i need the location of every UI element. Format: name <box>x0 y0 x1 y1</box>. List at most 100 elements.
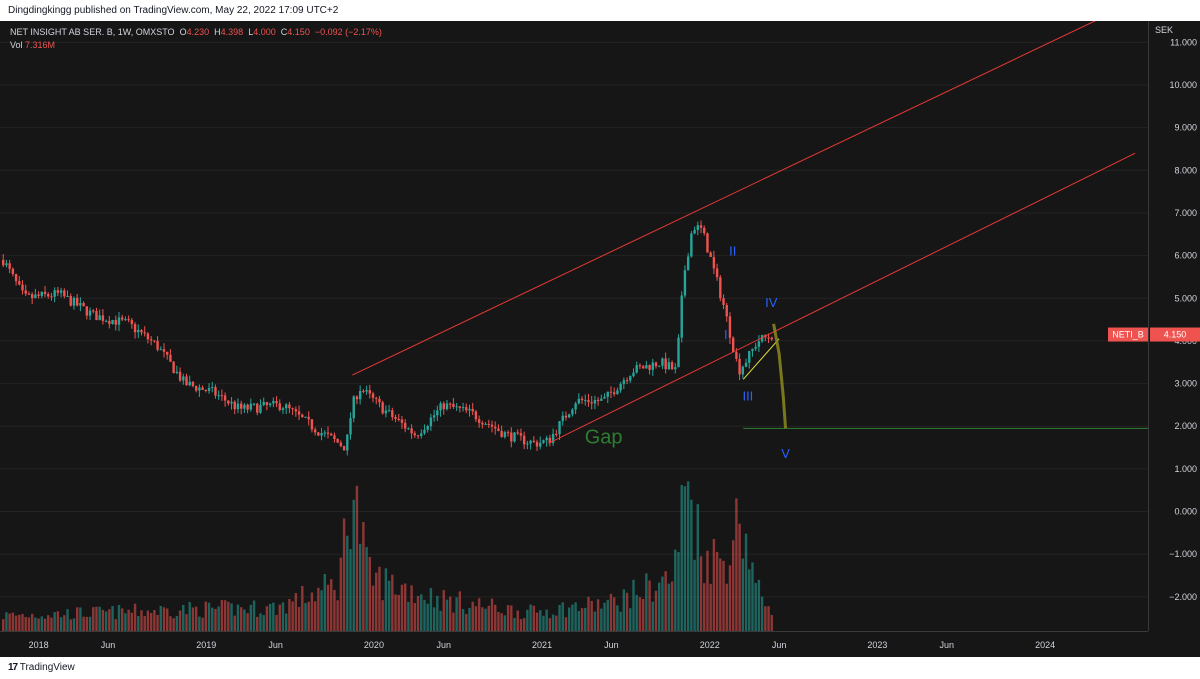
volume-bar <box>680 485 683 631</box>
candle-body <box>693 229 696 234</box>
volume-bar <box>352 499 355 631</box>
candle-body <box>484 423 487 425</box>
candle-body <box>436 410 439 416</box>
volume-bar <box>403 583 407 631</box>
volume-bar <box>555 615 558 631</box>
candle-body <box>63 290 66 297</box>
open-label: O <box>179 27 187 37</box>
volume-bar <box>268 603 272 631</box>
candle-body <box>574 403 577 410</box>
candle-body <box>355 396 359 400</box>
volume-bar <box>236 604 240 631</box>
candle-body <box>275 400 278 404</box>
candle-body <box>381 402 384 414</box>
candle-body <box>526 443 529 445</box>
volume-bar <box>696 504 700 631</box>
candle-body <box>603 396 606 399</box>
candle-body <box>236 403 240 410</box>
volume-bar <box>156 614 159 631</box>
volume-bar <box>580 608 584 631</box>
volume-bar <box>767 606 770 631</box>
volume-bar <box>709 583 712 631</box>
volume-bar <box>275 614 278 631</box>
volume-bar <box>104 611 108 631</box>
candle-body <box>680 295 683 338</box>
candle-body <box>686 256 690 271</box>
volume-bar <box>146 610 150 631</box>
volume-bar <box>465 613 468 631</box>
volume-bar <box>629 608 632 631</box>
volume-bar <box>349 549 352 631</box>
candle-body <box>307 416 310 420</box>
volume-bar <box>413 603 417 631</box>
candle-body <box>416 435 420 437</box>
volume-bar <box>648 580 651 631</box>
candle-body <box>587 400 590 403</box>
candle-body <box>709 252 712 258</box>
candle-body <box>448 403 452 405</box>
volume-bar <box>426 603 429 631</box>
symbol-tag <box>1108 327 1148 342</box>
volume-bar <box>233 615 236 631</box>
price-axis[interactable]: 11.00010.0009.0008.0007.0006.0005.0004.0… <box>1148 21 1200 631</box>
candle-body <box>439 403 442 411</box>
price-tick-label: −2.000 <box>1169 592 1197 602</box>
volume-bar <box>346 535 349 631</box>
candle-body <box>442 403 445 410</box>
volume-bar <box>88 616 92 631</box>
volume-bar <box>551 614 555 631</box>
volume-bar <box>452 612 455 631</box>
candle-body <box>648 365 651 370</box>
candle-body <box>124 319 127 321</box>
volume-bar <box>770 615 773 631</box>
volume-bar <box>477 598 481 631</box>
candle-body <box>30 294 34 299</box>
brand-bar: 17 TradingView <box>0 657 1200 679</box>
candle-body <box>506 432 510 434</box>
time-tick-label: Jun <box>101 640 116 650</box>
volume-bar <box>211 607 214 631</box>
volume-bar <box>50 617 53 631</box>
time-tick-label: 2022 <box>700 640 720 650</box>
volume-bar <box>703 583 706 631</box>
volume-bar <box>34 617 37 631</box>
volume-bar <box>690 499 693 631</box>
candle-body <box>127 319 130 321</box>
candle-body <box>558 421 561 435</box>
candle-body <box>85 306 89 316</box>
volume-bar <box>719 558 722 631</box>
volume-bar <box>497 611 500 631</box>
tradingview-logo[interactable]: 17 TradingView <box>8 662 75 673</box>
volume-bar <box>764 606 767 631</box>
candle-body <box>368 390 372 394</box>
projection-path <box>772 323 788 429</box>
chart-panel[interactable]: I II III IV V Gap NETI_B NET INSIGHT AB SER. B… <box>0 21 1200 657</box>
currency-label: SEK <box>1155 25 1173 35</box>
candle-body <box>11 268 15 275</box>
candle-body <box>117 317 121 325</box>
time-axis[interactable]: 2018 Jun 2019 Jun 2020 Jun 2021 Jun 2022 Jun 2023 J… <box>0 631 1148 657</box>
volume-bar <box>358 543 362 631</box>
candle-body <box>658 365 661 367</box>
candle-body <box>725 305 728 317</box>
candle-body <box>246 404 249 410</box>
candle-body <box>352 396 355 419</box>
volume-bar <box>699 556 703 631</box>
price-tick-label: 7.000 <box>1174 208 1197 218</box>
candle-body <box>487 423 490 425</box>
volume-bar <box>281 602 285 631</box>
volume-bar <box>670 581 674 631</box>
candle-body <box>741 366 745 375</box>
volume-bar <box>542 615 545 631</box>
volume-bar <box>712 538 716 631</box>
candle-body <box>606 391 609 397</box>
volume-bar <box>227 601 230 631</box>
candle-body <box>259 405 262 413</box>
candle-body <box>297 411 301 415</box>
candle-body <box>143 332 146 334</box>
gap-label: Gap <box>585 426 623 448</box>
volume-bar <box>301 585 304 631</box>
volume-bar <box>320 590 323 631</box>
candle-body <box>571 409 574 415</box>
